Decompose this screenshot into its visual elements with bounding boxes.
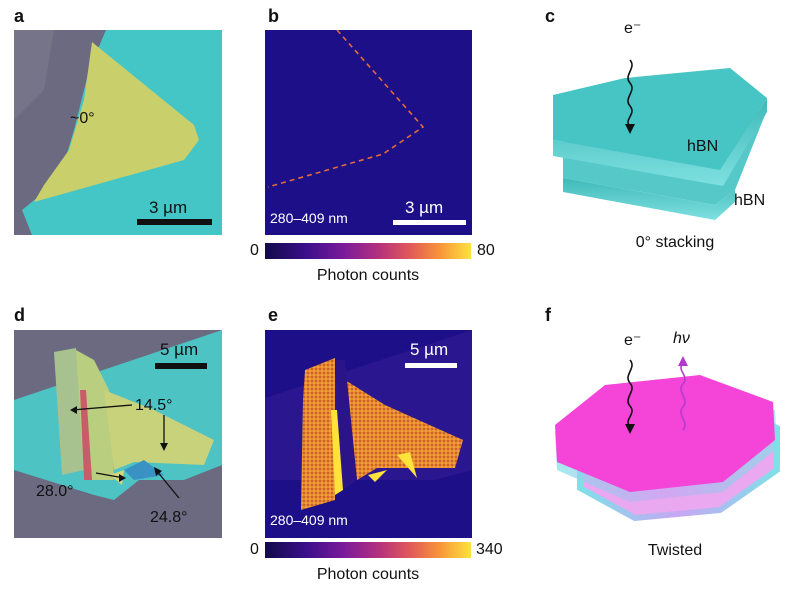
colorbar-top — [265, 243, 471, 259]
optical-image-d — [14, 330, 222, 538]
angle-pointers-d — [70, 404, 180, 499]
panel-label-e: e — [268, 305, 279, 325]
optical-image-a — [14, 30, 222, 235]
electron-arrowhead — [625, 124, 635, 134]
caption-f: Twisted — [647, 542, 703, 559]
panel-label-d: d — [14, 305, 25, 325]
flake-right-body — [104, 390, 214, 470]
electron-label-f: e⁻ — [624, 332, 642, 349]
colorbar-top-title: Photon counts — [316, 267, 420, 284]
schematic-twisted — [555, 356, 780, 522]
flake-left-strip — [54, 348, 84, 475]
cl-map-e — [265, 330, 472, 538]
schematic-0deg-stacking — [553, 59, 767, 220]
flake-0deg-yellow — [34, 42, 199, 202]
angle-label-14-5: 14.5° — [135, 397, 173, 414]
dark-gap — [335, 360, 357, 490]
scale-bar-e — [405, 363, 457, 368]
panel-label-c: c — [545, 6, 556, 26]
pointer-14-5-left — [71, 404, 133, 411]
electron-arrowhead — [625, 424, 635, 434]
bright-triangle-large — [397, 452, 417, 478]
electron-wave-arrow — [627, 59, 633, 127]
scale-label-b: 3 µm — [405, 198, 444, 217]
emission-right — [345, 380, 463, 480]
scale-bar-a — [137, 219, 212, 225]
map-background — [265, 30, 472, 235]
colorbar-bottom-max: 340 — [476, 541, 503, 558]
layer-label-bottom: hBN — [734, 192, 766, 209]
hbn-top-face — [553, 68, 767, 170]
hbn-bottom-side — [563, 178, 735, 220]
cl-map-b — [265, 30, 472, 235]
panel-label-b: b — [268, 6, 279, 26]
flake-red-strip — [80, 390, 92, 480]
photon-label-f: hν — [673, 330, 690, 347]
panel-label-a: a — [14, 6, 25, 26]
photon-arrowhead — [678, 356, 688, 366]
range-label-b: 280–409 nm — [270, 210, 348, 226]
colorbar-top-max: 80 — [477, 242, 495, 259]
flake-small-triangle — [124, 460, 164, 480]
angle-label-a: ~0° — [70, 110, 95, 127]
angle-label-24-8: 24.8° — [150, 509, 188, 526]
photon-wave-arrow — [680, 363, 686, 431]
emission-left — [301, 358, 335, 510]
electron-label-c: e⁻ — [624, 20, 642, 37]
caption-c: 0° stacking — [635, 234, 715, 251]
flake-small-yellow — [110, 470, 124, 485]
scale-label-a: 3 µm — [149, 198, 188, 217]
flake-edge-left — [14, 30, 54, 120]
bright-strip — [331, 410, 343, 495]
flake-outline-dashed — [267, 30, 425, 188]
hbn-top-side — [553, 98, 767, 186]
twisted-top-face — [555, 375, 775, 492]
scale-bar-b — [393, 220, 466, 225]
colorbar-bottom-min: 0 — [250, 541, 259, 558]
angle-label-28-0: 28.0° — [36, 483, 74, 500]
range-label-e: 280–409 nm — [270, 512, 348, 528]
electron-wave-arrow — [627, 359, 633, 427]
pointer-24-8 — [155, 469, 180, 499]
scale-bar-d — [155, 363, 207, 369]
scale-label-d: 5 µm — [160, 340, 199, 359]
colorbar-bottom — [265, 542, 471, 558]
colorbar-top-min: 0 — [250, 242, 259, 259]
scale-label-e: 5 µm — [410, 340, 449, 359]
colorbar-bottom-title: Photon counts — [316, 566, 420, 583]
panel-label-f: f — [545, 305, 551, 325]
bright-triangle-small — [368, 470, 387, 482]
layer-label-top: hBN — [687, 138, 719, 155]
